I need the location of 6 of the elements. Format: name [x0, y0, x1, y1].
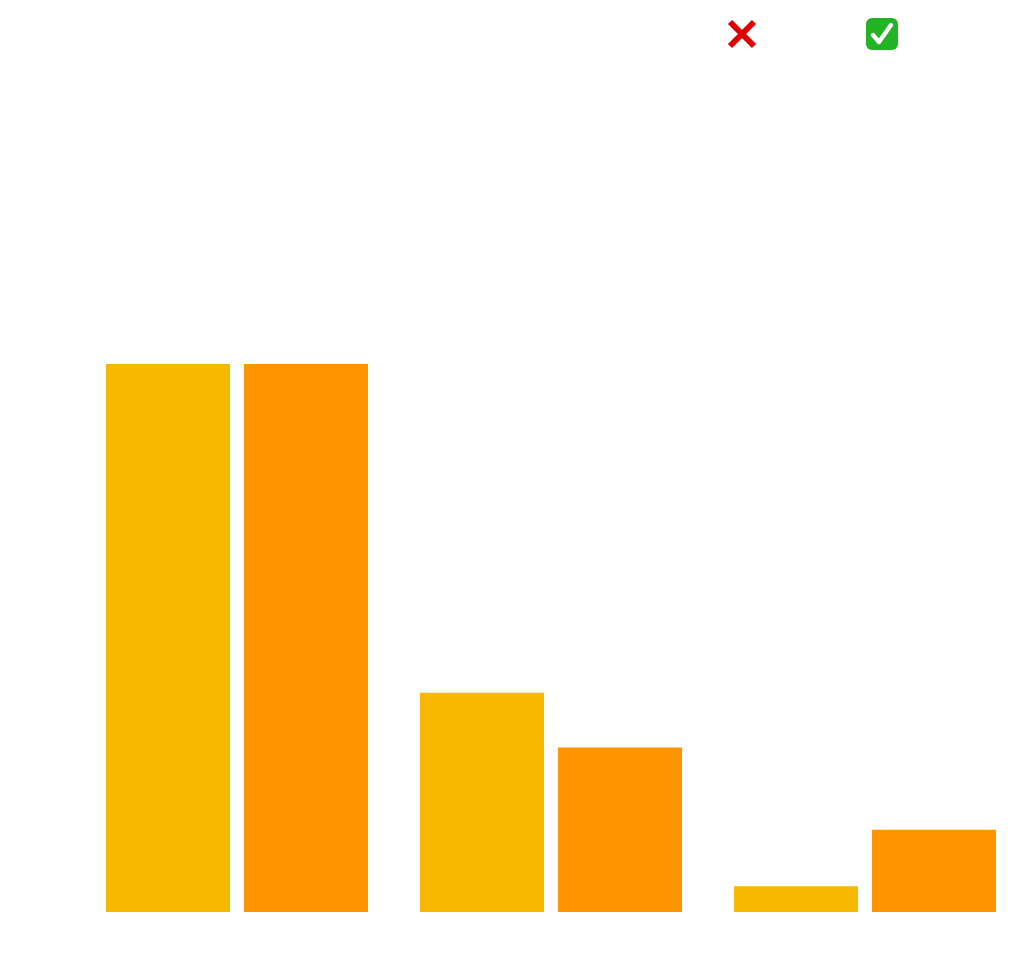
bar: [420, 692, 544, 912]
bar: [244, 364, 368, 912]
bar: [872, 829, 996, 912]
bar: [734, 886, 858, 912]
bar: [106, 364, 230, 912]
bar: [558, 747, 682, 912]
